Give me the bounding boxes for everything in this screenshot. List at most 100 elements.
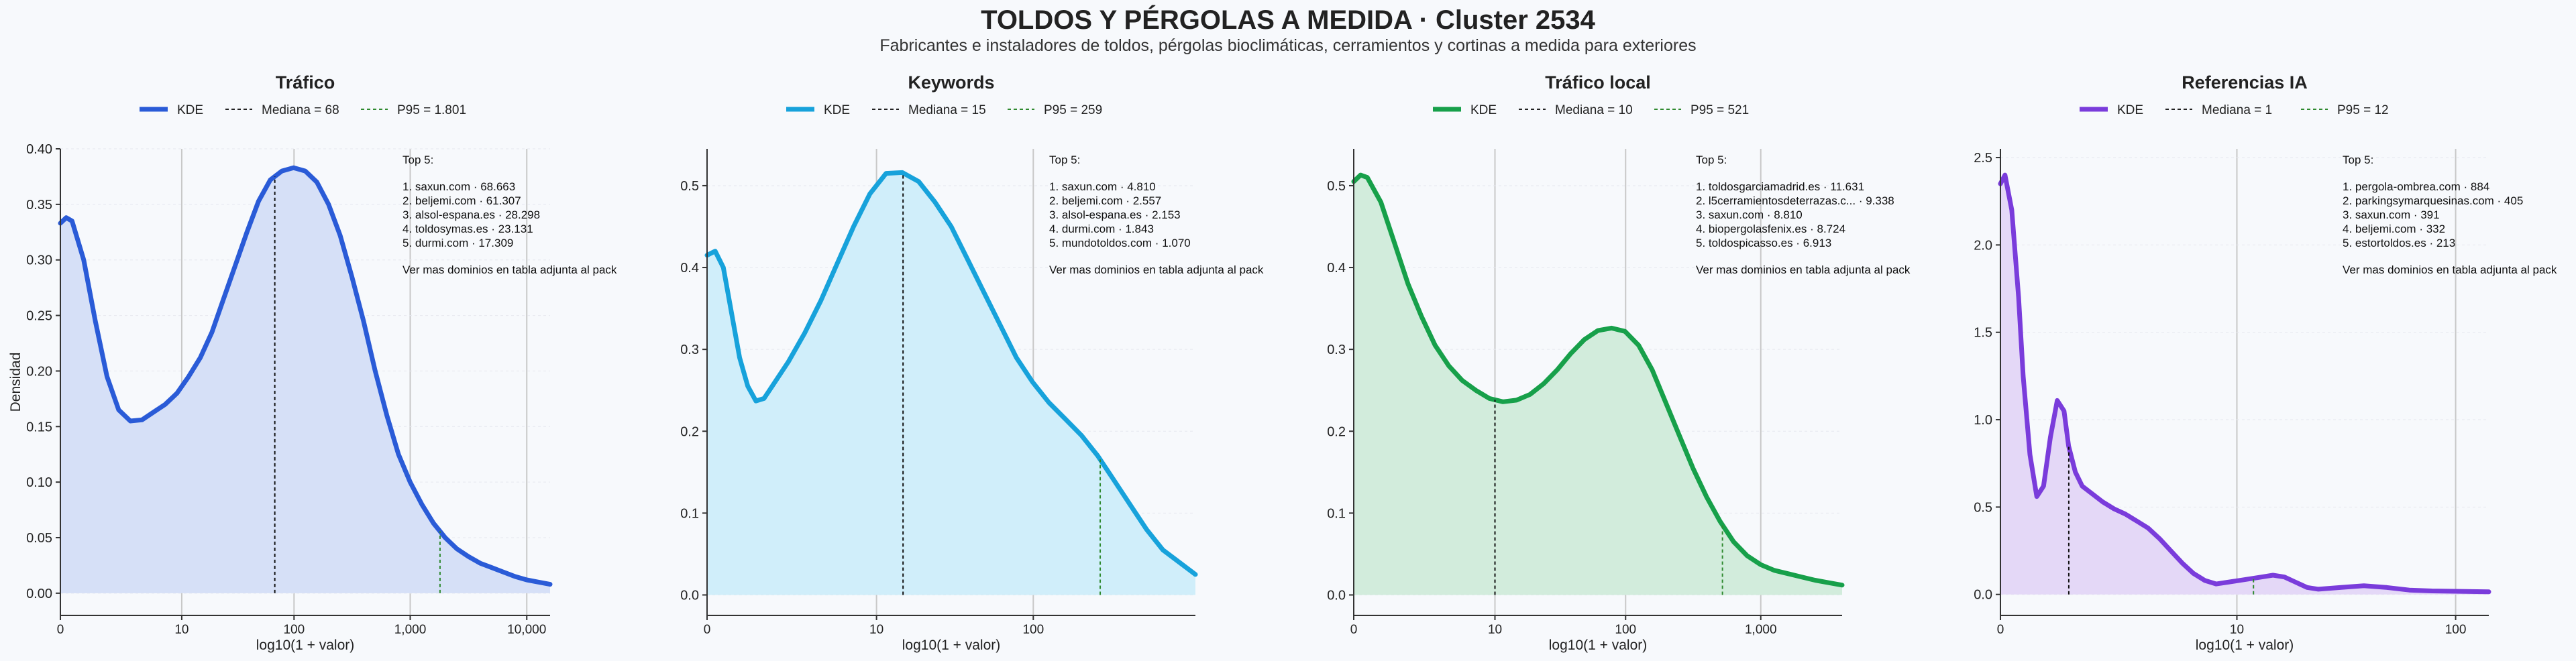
kde-line — [1998, 172, 2491, 595]
legend-median-label: Mediana = 15 — [908, 103, 986, 117]
y-tick-label: 0.0 — [1327, 588, 1346, 603]
x-axis-label: log10(1 + valor) — [1549, 638, 1648, 653]
x-axis-label: log10(1 + valor) — [902, 638, 1001, 653]
x-tick-label: 100 — [2445, 623, 2467, 637]
top5-item: 4. biopergolasfenix.es · 8.724 — [1696, 223, 1845, 235]
y-tick-label: 0.1 — [680, 506, 699, 521]
x-tick-label: 10 — [1488, 623, 1502, 637]
x-tick-label: 1,000 — [394, 623, 427, 637]
kde-line — [704, 170, 1198, 577]
chart-panel: Referencias IA KDE Mediana = 1 P95 = 12 0 10 1… — [1974, 72, 2557, 653]
top5-item: 4. beljemi.com · 332 — [2343, 223, 2445, 235]
top5-item: 4. toldosymas.es · 23.131 — [402, 223, 533, 235]
legend-median-label: Mediana = 68 — [262, 103, 339, 117]
top5-item: 5. mundotoldos.com · 1.070 — [1049, 237, 1191, 249]
top5-item: 1. saxun.com · 68.663 — [402, 180, 515, 193]
x-tick-label: 1,000 — [1745, 623, 1777, 637]
legend-p95-label: P95 = 259 — [1044, 103, 1102, 117]
top5-heading: Top 5: — [1696, 154, 1727, 166]
kde-area — [1354, 175, 1842, 595]
kde-line — [58, 165, 553, 587]
chart-title: Tráfico local — [1545, 72, 1651, 93]
y-tick-label: 0.4 — [1327, 261, 1346, 276]
top5-item: 5. estortoldos.es · 213 — [2343, 237, 2455, 249]
x-axis-label: log10(1 + valor) — [2196, 638, 2294, 653]
y-tick-label: 0.10 — [26, 475, 52, 490]
legend-kde-label: KDE — [824, 103, 850, 117]
top5-footer: Ver mas dominios en tabla adjunta al pac… — [402, 263, 617, 276]
kde-area — [2000, 175, 2489, 595]
y-tick-label: 0.5 — [1327, 179, 1346, 194]
legend-p95-label: P95 = 521 — [1690, 103, 1749, 117]
x-axis-label: log10(1 + valor) — [256, 638, 355, 653]
chart-panel: Keywords KDE Mediana = 15 P95 = 259 0 10 100 0.… — [680, 72, 1264, 653]
legend-kde-label: KDE — [2117, 103, 2143, 117]
y-axis-label: Densidad — [8, 353, 23, 412]
y-tick-label: 0.5 — [680, 179, 699, 194]
legend-p95-label: P95 = 1.801 — [397, 103, 466, 117]
y-tick-label: 0.3 — [1327, 343, 1346, 357]
page-title: TOLDOS Y PÉRGOLAS A MEDIDA · Cluster 253… — [981, 5, 1595, 35]
chart-panel: Tráfico KDE Mediana = 68 P95 = 1.801 0 10 100 1… — [8, 72, 617, 653]
legend-median-label: Mediana = 1 — [2202, 103, 2272, 117]
kde-area — [60, 168, 550, 593]
y-tick-label: 0.1 — [1327, 506, 1346, 521]
y-tick-label: 0.30 — [26, 253, 52, 268]
top5-item: 5. durmi.com · 17.309 — [402, 237, 513, 249]
kde-line — [1351, 172, 1845, 588]
top5-footer: Ver mas dominios en tabla adjunta al pac… — [1696, 263, 1911, 276]
chart-title: Keywords — [908, 72, 994, 93]
top5-item: 2. beljemi.com · 2.557 — [1049, 194, 1161, 207]
top5-footer: Ver mas dominios en tabla adjunta al pac… — [1049, 263, 1264, 276]
top5-item: 3. alsol-espana.es · 2.153 — [1049, 208, 1181, 221]
x-tick-label: 0 — [1997, 623, 2004, 637]
chart-title: Tráfico — [276, 72, 335, 93]
top5-item: 1. pergola-ombrea.com · 884 — [2343, 180, 2489, 193]
top5-heading: Top 5: — [1049, 154, 1080, 166]
y-tick-label: 0.5 — [1974, 500, 1992, 515]
top5-item: 2. parkingsymarquesinas.com · 405 — [2343, 194, 2523, 207]
top5-item: 1. saxun.com · 4.810 — [1049, 180, 1156, 193]
top5-item: 4. durmi.com · 1.843 — [1049, 223, 1154, 235]
y-tick-label: 0.40 — [26, 142, 52, 157]
top5-heading: Top 5: — [402, 154, 433, 166]
x-tick-label: 0 — [704, 623, 711, 637]
legend-kde-label: KDE — [177, 103, 203, 117]
x-tick-label: 100 — [1615, 623, 1636, 637]
kde-area — [707, 172, 1195, 595]
top5-item: 5. toldospicasso.es · 6.913 — [1696, 237, 1831, 249]
page-subtitle: Fabricantes e instaladores de toldos, pé… — [879, 36, 1697, 55]
top5-item: 3. saxun.com · 8.810 — [1696, 208, 1803, 221]
x-tick-label: 10 — [2230, 623, 2244, 637]
legend-median-label: Mediana = 10 — [1555, 103, 1633, 117]
y-tick-label: 2.0 — [1974, 238, 1992, 253]
top5-heading: Top 5: — [2343, 154, 2373, 166]
y-tick-label: 1.5 — [1974, 326, 1992, 341]
top5-footer: Ver mas dominios en tabla adjunta al pac… — [2343, 263, 2557, 276]
x-tick-label: 0 — [1350, 623, 1358, 637]
y-tick-label: 0.3 — [680, 343, 699, 357]
x-tick-label: 100 — [1022, 623, 1044, 637]
y-tick-label: 0.2 — [1327, 424, 1346, 439]
x-tick-label: 100 — [283, 623, 305, 637]
top5-item: 3. saxun.com · 391 — [2343, 208, 2440, 221]
top5-item: 3. alsol-espana.es · 28.298 — [402, 208, 540, 221]
y-tick-label: 0.4 — [680, 261, 699, 276]
legend-p95-label: P95 = 12 — [2337, 103, 2389, 117]
top5-item: 2. l5cerramientosdeterrazas.c... · 9.338 — [1696, 194, 1894, 207]
y-tick-label: 0.35 — [26, 198, 52, 213]
x-tick-label: 0 — [57, 623, 64, 637]
x-tick-label: 10 — [869, 623, 883, 637]
y-tick-label: 0.0 — [680, 588, 699, 603]
chart-panel: Tráfico local KDE Mediana = 10 P95 = 521 0 10… — [1327, 72, 1911, 653]
top5-item: 1. toldosgarciamadrid.es · 11.631 — [1696, 180, 1864, 193]
legend-kde-label: KDE — [1470, 103, 1497, 117]
x-tick-label: 10 — [174, 623, 189, 637]
chart-title: Referencias IA — [2182, 72, 2308, 93]
top5-item: 2. beljemi.com · 61.307 — [402, 194, 521, 207]
y-tick-label: 0.15 — [26, 420, 52, 434]
x-tick-label: 10,000 — [507, 623, 546, 637]
y-tick-label: 0.25 — [26, 309, 52, 324]
y-tick-label: 0.20 — [26, 364, 52, 379]
